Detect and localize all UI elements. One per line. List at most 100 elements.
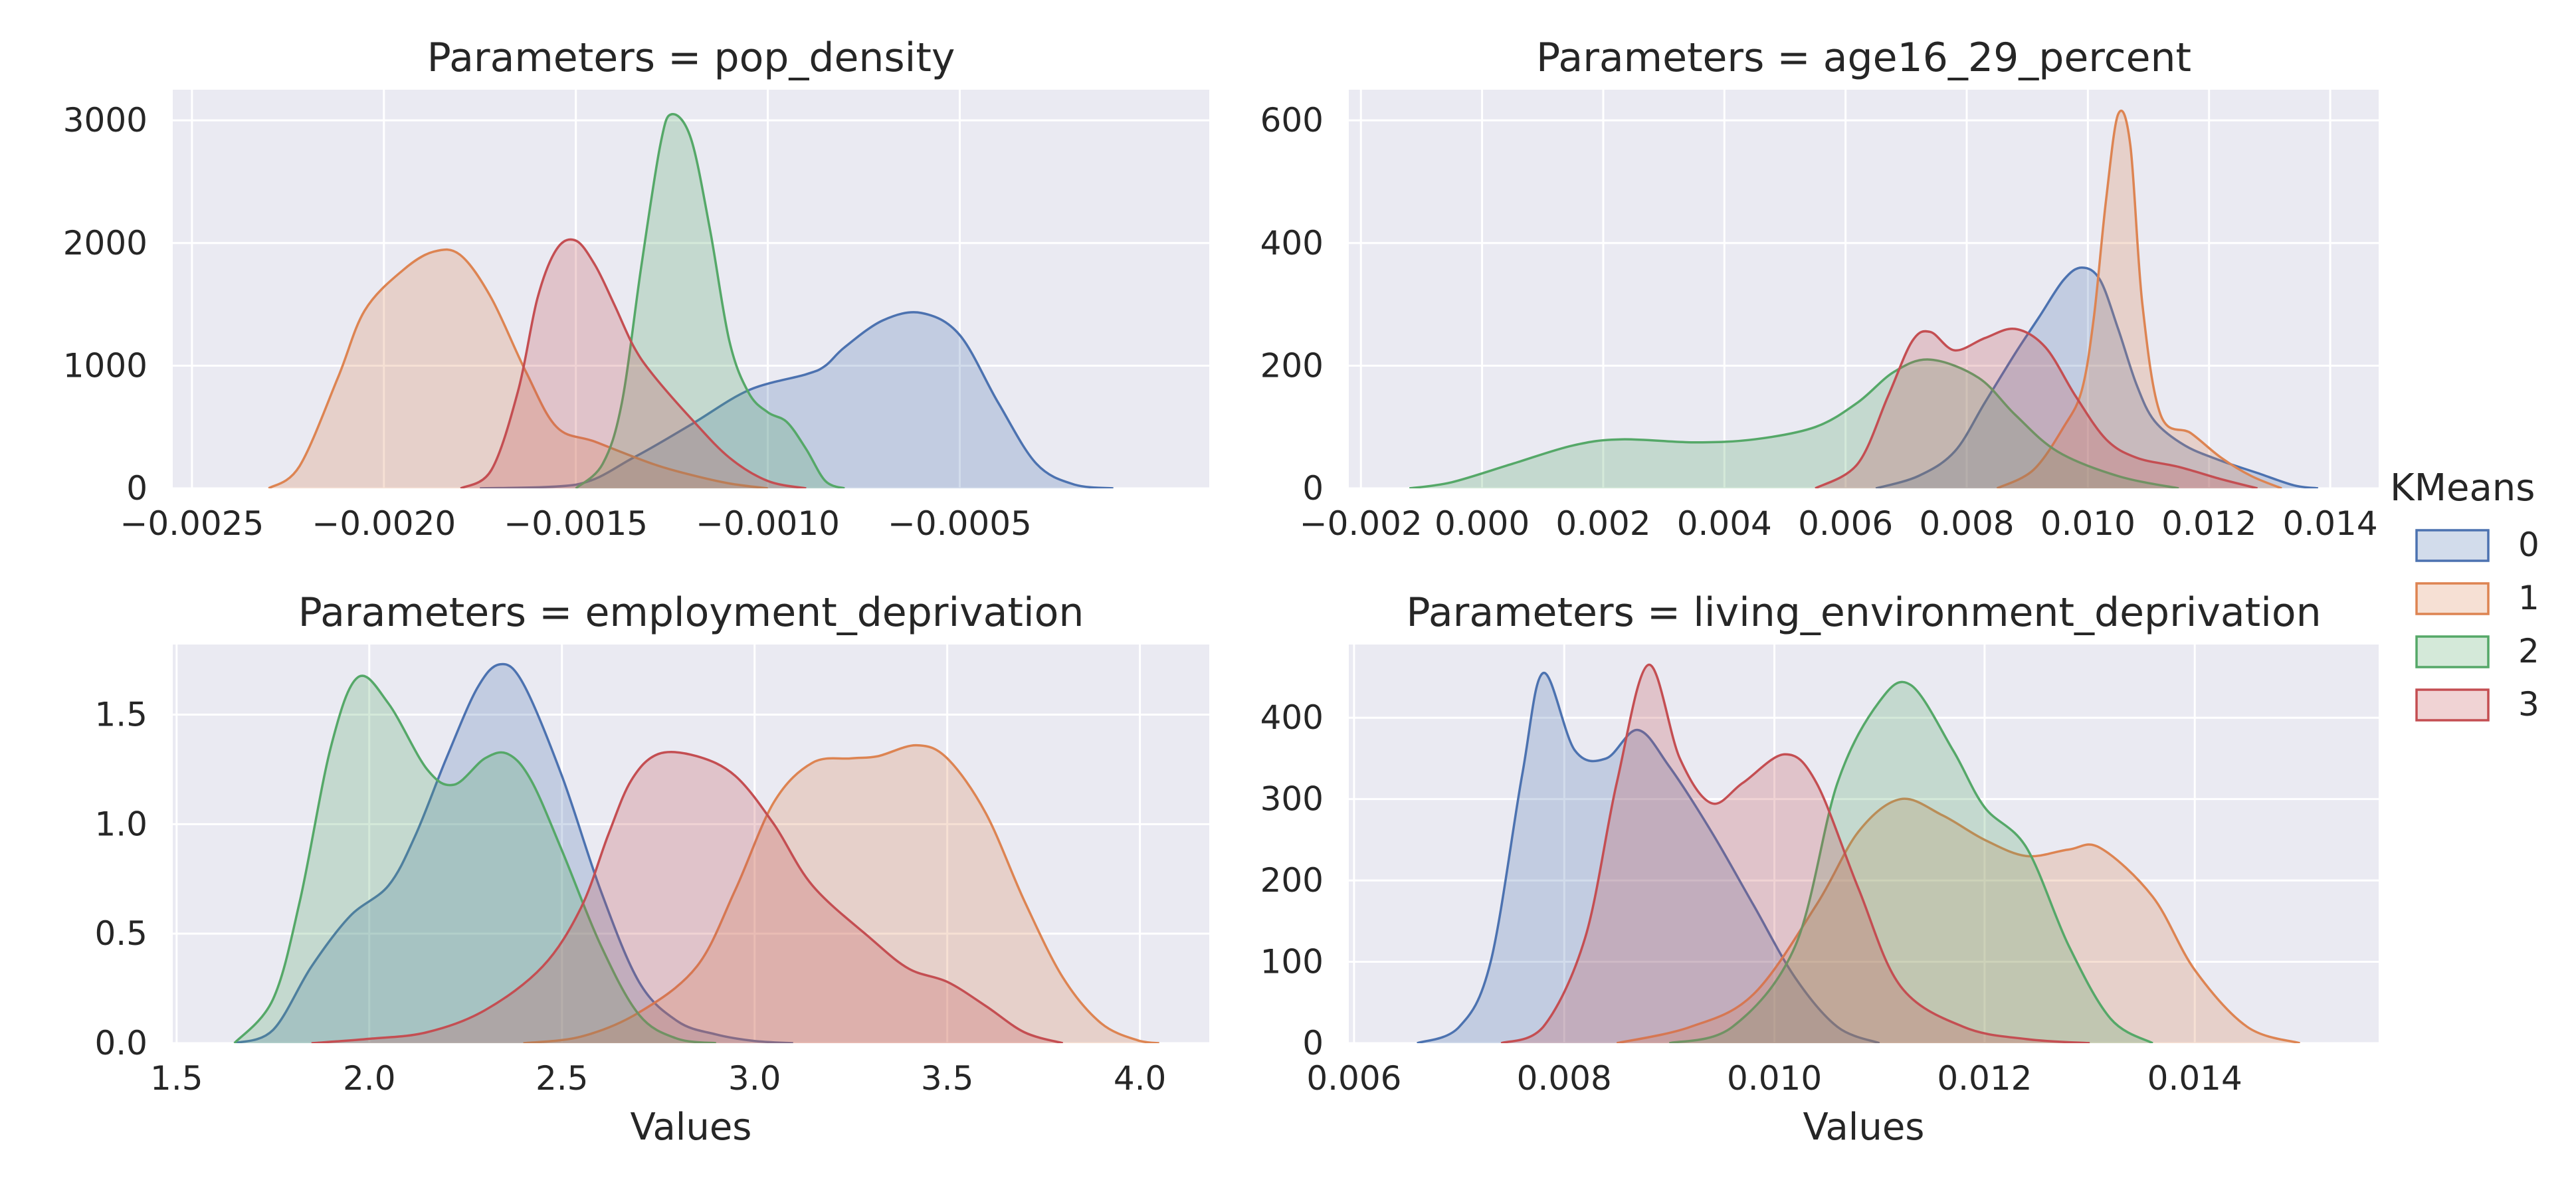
y-tick-label: 0.5 bbox=[94, 914, 148, 953]
facet-panel: −0.0025 −0.0020 −0.0015 −0.0010 −0.0005 0 1000… bbox=[63, 35, 1209, 543]
x-tick-label: 0.014 bbox=[2147, 1059, 2242, 1098]
density-area-cluster-2 bbox=[1669, 682, 2153, 1043]
y-tick-label: 300 bbox=[1260, 780, 1324, 819]
legend-swatch bbox=[2415, 688, 2490, 722]
y-tick-label: 200 bbox=[1260, 861, 1324, 900]
density-line-cluster-1 bbox=[1616, 797, 2300, 1043]
y-tick-label: 0 bbox=[1302, 469, 1324, 508]
density-line-cluster-2 bbox=[233, 674, 716, 1043]
density-line-cluster-1 bbox=[523, 744, 1159, 1043]
plot-background bbox=[173, 90, 1209, 488]
density-area-cluster-2 bbox=[234, 675, 716, 1043]
x-tick-label: 0.006 bbox=[1306, 1059, 1401, 1098]
density-area-cluster-0 bbox=[480, 312, 1114, 488]
x-tick-label: 3.0 bbox=[728, 1059, 781, 1098]
x-tick-label: 0.012 bbox=[2161, 504, 2256, 543]
facet-panel: 0.006 0.008 0.010 0.012 0.014 0 100 200 300 400 Pa… bbox=[1260, 589, 2379, 1149]
x-tick-label: 4.0 bbox=[1114, 1059, 1167, 1098]
density-line-cluster-3 bbox=[460, 238, 807, 488]
density-layer bbox=[1409, 109, 2319, 488]
x-tick-label: 0.006 bbox=[1798, 504, 1893, 543]
density-area-cluster-1 bbox=[1997, 110, 2282, 488]
x-tick-label: −0.002 bbox=[1300, 504, 1423, 543]
x-tick-label: −0.0005 bbox=[888, 504, 1032, 543]
plot-background bbox=[173, 645, 1209, 1043]
density-area-cluster-1 bbox=[523, 745, 1159, 1043]
x-axis-label: Values bbox=[631, 1106, 752, 1149]
x-tick-label: 2.0 bbox=[343, 1059, 396, 1098]
y-tick-label: 200 bbox=[1260, 346, 1324, 385]
density-layer bbox=[233, 662, 1159, 1043]
y-tick-label: 1.5 bbox=[94, 695, 148, 734]
plot-background bbox=[1349, 90, 2379, 488]
legend-label: 0 bbox=[2518, 526, 2539, 564]
x-tick-label: −0.0025 bbox=[120, 504, 264, 543]
y-tick-label: 100 bbox=[1260, 943, 1324, 981]
facet-panel: 1.5 2.0 2.5 3.0 3.5 4.0 0.0 0.5 1.0 1.5 Parameters… bbox=[94, 589, 1209, 1149]
x-tick-label: −0.0015 bbox=[504, 504, 648, 543]
legend-item-1: 1 bbox=[2415, 579, 2539, 617]
legend-swatch bbox=[2415, 582, 2490, 615]
density-area-cluster-0 bbox=[1876, 267, 2318, 488]
x-tick-label: 0.012 bbox=[1937, 1059, 2032, 1098]
facet-title: Parameters = pop_density bbox=[427, 35, 955, 81]
legend-item-2: 2 bbox=[2415, 632, 2539, 670]
density-line-cluster-1 bbox=[1996, 109, 2282, 488]
density-layer bbox=[1417, 663, 2300, 1043]
x-tick-label: 0.008 bbox=[1517, 1059, 1612, 1098]
density-line-cluster-2 bbox=[1409, 358, 2179, 488]
legend-swatch bbox=[2415, 635, 2490, 668]
density-line-cluster-0 bbox=[234, 662, 793, 1043]
x-tick-label: 0.002 bbox=[1555, 504, 1650, 543]
x-tick-label: −0.0010 bbox=[696, 504, 840, 543]
y-tick-label: 1.0 bbox=[94, 805, 148, 843]
density-line-cluster-3 bbox=[311, 751, 1064, 1043]
x-axis-label: Values bbox=[1803, 1106, 1925, 1149]
y-tick-label: 600 bbox=[1260, 101, 1324, 140]
x-tick-label: 0.004 bbox=[1677, 504, 1772, 543]
y-tick-label: 0 bbox=[126, 469, 148, 508]
facet-title: Parameters = age16_29_percent bbox=[1536, 35, 2191, 81]
y-tick-label: 400 bbox=[1260, 224, 1324, 262]
density-area-cluster-2 bbox=[1409, 359, 2179, 488]
density-line-cluster-2 bbox=[1668, 680, 2153, 1043]
x-tick-label: 0.010 bbox=[2040, 504, 2135, 543]
facet-title: Parameters = living_environment_deprivat… bbox=[1406, 589, 2321, 636]
density-line-cluster-1 bbox=[268, 248, 768, 488]
facet-title: Parameters = employment_deprivation bbox=[298, 589, 1084, 636]
x-tick-label: 0.000 bbox=[1435, 504, 1530, 543]
x-tick-label: 0.008 bbox=[1919, 504, 2014, 543]
density-line-cluster-3 bbox=[1815, 327, 2258, 488]
density-area-cluster-3 bbox=[460, 239, 807, 488]
density-line-cluster-3 bbox=[1500, 663, 2090, 1043]
density-area-cluster-0 bbox=[234, 664, 793, 1043]
density-line-cluster-0 bbox=[1417, 672, 1880, 1043]
y-tick-label: 2000 bbox=[63, 224, 148, 262]
density-line-cluster-0 bbox=[1875, 266, 2319, 488]
legend-label: 3 bbox=[2518, 685, 2539, 724]
x-tick-label: 2.5 bbox=[536, 1059, 589, 1098]
density-layer bbox=[268, 113, 1114, 488]
x-tick-label: 0.010 bbox=[1727, 1059, 1822, 1098]
y-tick-label: 0.0 bbox=[94, 1024, 148, 1062]
legend-items: 0 1 2 3 bbox=[2415, 526, 2539, 724]
density-area-cluster-2 bbox=[575, 114, 845, 488]
density-line-cluster-2 bbox=[575, 113, 845, 488]
legend-label: 2 bbox=[2518, 632, 2539, 670]
x-tick-label: 1.5 bbox=[150, 1059, 203, 1098]
density-area-cluster-3 bbox=[1501, 664, 2090, 1043]
legend-title: KMeans bbox=[2390, 466, 2535, 510]
density-area-cluster-1 bbox=[1617, 799, 2300, 1043]
y-tick-label: 1000 bbox=[63, 346, 148, 385]
y-tick-label: 3000 bbox=[63, 101, 148, 140]
x-tick-label: 3.5 bbox=[921, 1059, 974, 1098]
facet-panels: −0.0025 −0.0020 −0.0015 −0.0010 −0.000501000… bbox=[63, 35, 2379, 1149]
y-tick-label: 400 bbox=[1260, 698, 1324, 737]
legend-label: 1 bbox=[2518, 579, 2539, 617]
legend-swatch bbox=[2415, 529, 2490, 562]
legend-item-3: 3 bbox=[2415, 685, 2539, 724]
y-tick-label: 0 bbox=[1302, 1024, 1324, 1062]
density-area-cluster-3 bbox=[1815, 328, 2258, 488]
density-area-cluster-0 bbox=[1417, 672, 1880, 1043]
